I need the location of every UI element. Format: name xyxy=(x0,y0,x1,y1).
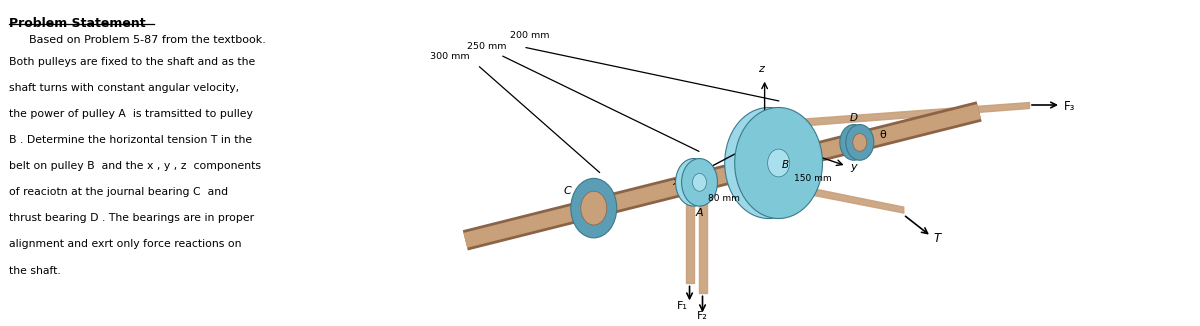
Text: alignment and exrt only force reactions on: alignment and exrt only force reactions … xyxy=(10,239,242,249)
Ellipse shape xyxy=(682,158,718,206)
Text: x: x xyxy=(672,177,678,187)
Text: the shaft.: the shaft. xyxy=(10,265,61,275)
Ellipse shape xyxy=(725,108,812,218)
Text: Both pulleys are fixed to the shaft and as the: Both pulleys are fixed to the shaft and … xyxy=(10,57,256,67)
Ellipse shape xyxy=(581,191,607,225)
Ellipse shape xyxy=(768,149,790,177)
Text: F₃: F₃ xyxy=(1064,100,1075,113)
Text: 200 mm: 200 mm xyxy=(510,31,550,40)
Text: z: z xyxy=(757,64,763,74)
Text: belt on pulley B  and the x , y , z  components: belt on pulley B and the x , y , z compo… xyxy=(10,161,262,171)
Ellipse shape xyxy=(676,158,712,206)
Text: 300 mm: 300 mm xyxy=(431,52,470,61)
Text: F₁: F₁ xyxy=(677,301,688,311)
Text: A: A xyxy=(696,208,703,218)
Text: the power of pulley A  is tramsitted to pulley: the power of pulley A is tramsitted to p… xyxy=(10,109,253,119)
Text: B: B xyxy=(781,160,788,170)
Text: 250 mm: 250 mm xyxy=(467,42,506,51)
Text: T: T xyxy=(934,232,941,245)
Text: 80 mm: 80 mm xyxy=(708,194,740,203)
Text: F₂: F₂ xyxy=(696,311,708,321)
Ellipse shape xyxy=(571,178,617,238)
Ellipse shape xyxy=(692,173,707,191)
Text: D: D xyxy=(850,112,858,123)
Text: θ: θ xyxy=(880,130,887,141)
Ellipse shape xyxy=(734,108,822,218)
Text: C: C xyxy=(564,186,571,196)
Text: B . Determine the horizontal tension T in the: B . Determine the horizontal tension T i… xyxy=(10,135,252,145)
Text: 150 mm: 150 mm xyxy=(793,174,832,183)
Text: thrust bearing D . The bearings are in proper: thrust bearing D . The bearings are in p… xyxy=(10,214,254,223)
Text: y: y xyxy=(851,162,857,172)
Text: shaft turns with constant angular velocity,: shaft turns with constant angular veloci… xyxy=(10,83,240,93)
Text: Problem Statement: Problem Statement xyxy=(10,17,146,30)
Ellipse shape xyxy=(840,125,868,160)
Text: Based on Problem 5-87 from the textbook.: Based on Problem 5-87 from the textbook. xyxy=(29,35,266,45)
Ellipse shape xyxy=(853,133,866,151)
Text: of reaciotn at the journal bearing C  and: of reaciotn at the journal bearing C and xyxy=(10,187,228,197)
Ellipse shape xyxy=(846,125,874,160)
